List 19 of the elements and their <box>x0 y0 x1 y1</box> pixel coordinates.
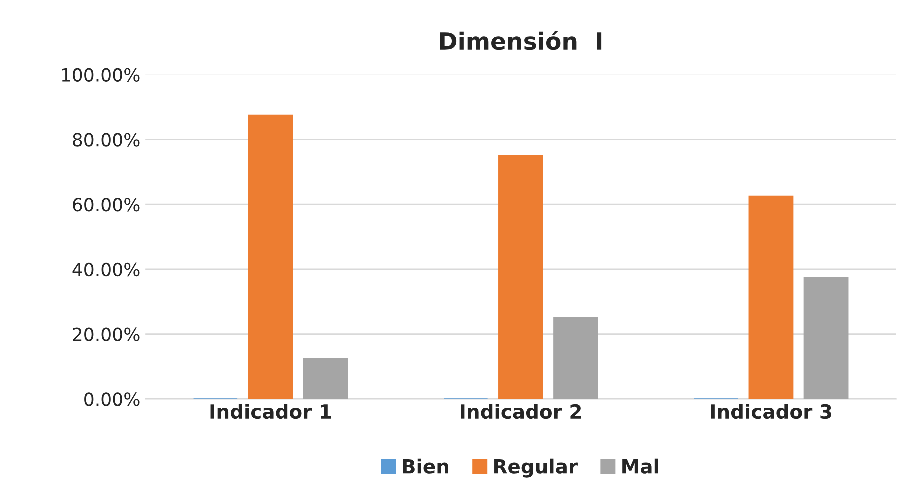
bar <box>303 358 348 400</box>
bar <box>748 196 794 400</box>
y-tick-label: 80.00% <box>73 133 140 147</box>
y-tick-label: 100.00% <box>62 68 140 82</box>
y-tick-label: 20.00% <box>73 328 140 342</box>
bar <box>804 277 849 400</box>
chart-title: Dimensión I <box>440 30 602 50</box>
y-tick-label: 0.00% <box>84 392 140 406</box>
bar <box>554 318 598 400</box>
legend-label: Mal <box>622 458 658 474</box>
x-tick-label: Indicador 1 <box>210 404 332 420</box>
bar <box>248 114 294 400</box>
y-tick-label: 40.00% <box>72 262 140 277</box>
legend-label: Regular <box>494 458 578 478</box>
x-tick-label: Indicador 3 <box>711 404 832 420</box>
legend-label: Bien <box>403 458 448 474</box>
y-tick-label: 60.00% <box>73 198 140 212</box>
bar <box>498 155 544 400</box>
x-tick-label: Indicador 2 <box>461 404 582 420</box>
